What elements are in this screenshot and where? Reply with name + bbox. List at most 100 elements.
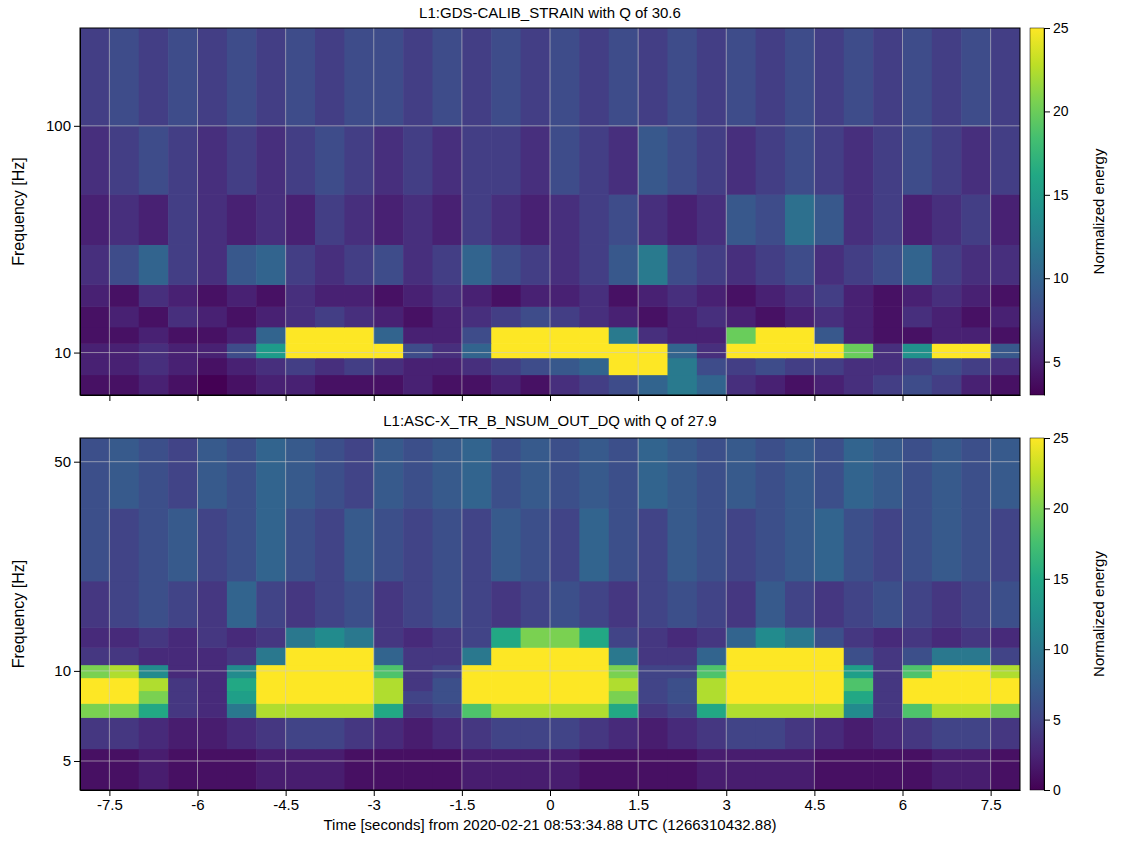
- cell: [462, 627, 492, 648]
- cell: [961, 358, 991, 376]
- cell: [668, 375, 698, 395]
- cell: [168, 244, 198, 285]
- tick: 6: [899, 790, 907, 813]
- cell: [109, 327, 139, 344]
- grid-line: [461, 28, 462, 395]
- cell: [550, 194, 580, 245]
- cell: [638, 375, 668, 395]
- tick: [198, 395, 199, 401]
- cell: [638, 749, 668, 790]
- cell: [403, 703, 433, 718]
- grid-line: [990, 28, 991, 395]
- cell: [844, 306, 874, 327]
- cell: [579, 194, 609, 245]
- cell: [756, 284, 786, 307]
- cell: [462, 126, 492, 195]
- grid-line: [550, 28, 551, 395]
- cell: [991, 28, 1020, 126]
- cell: [286, 375, 316, 395]
- colorbar-axis: 510152025: [1044, 20, 1069, 396]
- cell: [550, 703, 580, 718]
- cell: [579, 438, 609, 509]
- axis: 51050: [54, 439, 80, 791]
- cell: [139, 508, 169, 581]
- cell: [814, 358, 844, 376]
- cell: [521, 749, 551, 790]
- cell: [227, 678, 257, 692]
- axis-line: [80, 29, 81, 396]
- cell: [521, 508, 551, 581]
- cell: [80, 28, 110, 126]
- cell: [609, 306, 639, 327]
- cell: [550, 375, 580, 395]
- grid-line: [814, 28, 815, 395]
- cell: [903, 194, 933, 245]
- axis: [81, 395, 1021, 401]
- cells: [80, 438, 1020, 790]
- cell: [726, 717, 756, 749]
- cell: [609, 438, 639, 509]
- cell: [227, 343, 257, 358]
- grid-line: [285, 438, 286, 790]
- grid-line: [814, 438, 815, 790]
- plot-frame: [80, 28, 1020, 395]
- cell: [168, 647, 198, 665]
- grid-line: [726, 28, 727, 395]
- cell: [961, 194, 991, 245]
- cell: [638, 717, 668, 749]
- cell: [168, 717, 198, 749]
- cell: [756, 678, 786, 692]
- chart-title: L1:ASC-X_TR_B_NSUM_OUT_DQ with Q of 27.9: [383, 412, 716, 429]
- cell: [961, 327, 991, 344]
- cell: [932, 717, 962, 749]
- cell: [873, 691, 903, 704]
- cell: [139, 306, 169, 327]
- cell: [256, 375, 286, 395]
- cell: [638, 126, 668, 195]
- cell: [198, 194, 228, 245]
- grid-line: [80, 760, 1020, 761]
- cell: [462, 375, 492, 395]
- tick: 15: [1044, 187, 1069, 203]
- cell: [756, 691, 786, 704]
- tick-label: 4.5: [804, 796, 825, 813]
- cell: [403, 306, 433, 327]
- cell: [433, 691, 463, 704]
- cell: [462, 438, 492, 509]
- cell: [315, 194, 345, 245]
- cell: [433, 327, 463, 344]
- cell: [873, 508, 903, 581]
- cell: [374, 284, 404, 307]
- cell: [961, 306, 991, 327]
- cell: [433, 678, 463, 692]
- cell: [991, 343, 1020, 358]
- tick-mark: [74, 126, 80, 127]
- tick: [814, 395, 815, 401]
- cell: [844, 581, 874, 628]
- cell: [550, 244, 580, 285]
- cell: [785, 126, 815, 195]
- cell: [286, 627, 316, 648]
- cell: [932, 244, 962, 285]
- cell: [374, 678, 404, 692]
- cell: [521, 343, 551, 358]
- tick-mark: [74, 671, 80, 672]
- tick: 15: [1044, 571, 1069, 587]
- cell: [227, 647, 257, 665]
- cell: [374, 581, 404, 628]
- cell: [668, 343, 698, 358]
- tick: 100: [46, 117, 80, 134]
- cell: [286, 306, 316, 327]
- grid-line: [638, 28, 639, 395]
- cell: [785, 691, 815, 704]
- cell: [227, 327, 257, 344]
- cell: [139, 749, 169, 790]
- cell: [462, 691, 492, 704]
- cell: [697, 244, 727, 285]
- cell: [315, 343, 345, 358]
- cell: [873, 358, 903, 376]
- cell: [991, 244, 1020, 285]
- cell: [668, 678, 698, 692]
- cell: [80, 508, 110, 581]
- cell: [227, 749, 257, 790]
